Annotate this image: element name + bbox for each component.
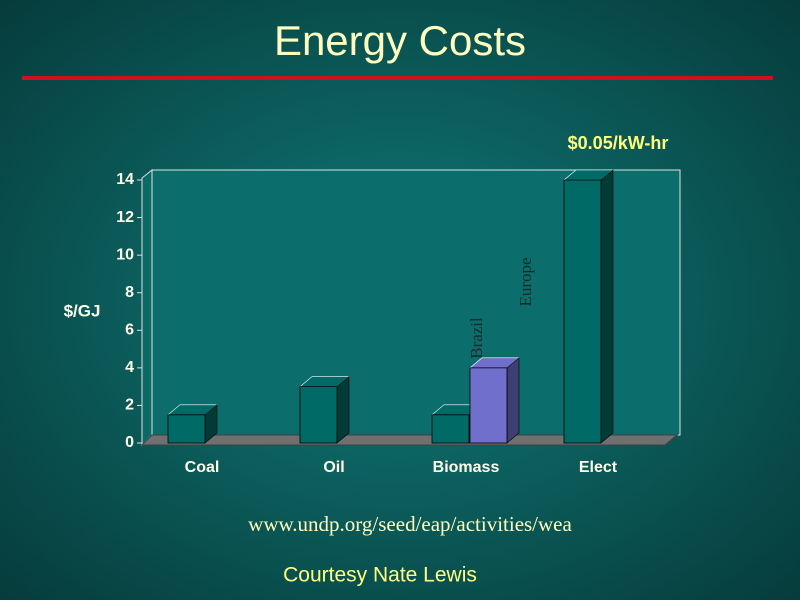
bar (431, 414, 470, 444)
y-tick-label: 0 (125, 434, 134, 451)
x-tick-label: Elect (579, 459, 618, 476)
slide-title: Energy Costs (274, 17, 526, 64)
y-tick-label: 14 (116, 171, 134, 188)
y-tick-label: 4 (125, 359, 134, 376)
y-tick-label: 2 (125, 397, 134, 414)
annotation: $0.05/kW-hr (568, 133, 669, 153)
side-wall (141, 168, 153, 447)
bar-side (506, 357, 520, 444)
bar (167, 414, 206, 444)
bar-side (600, 169, 614, 444)
x-tick-label: Coal (185, 459, 220, 476)
y-tick-label: 12 (116, 209, 134, 226)
floor (140, 434, 679, 446)
y-axis-label: $/GJ (64, 301, 101, 320)
annotation: Brazil (467, 317, 486, 359)
bar (563, 179, 602, 444)
credit: Courtesy Nate Lewis (283, 564, 477, 587)
bar-side (336, 376, 350, 444)
y-tick-label: 8 (125, 284, 134, 301)
bar (469, 367, 508, 444)
x-tick-label: Oil (323, 459, 344, 476)
annotation: Europe (516, 257, 535, 306)
source-url: www.undp.org/seed/eap/activities/wea (248, 512, 572, 536)
y-tick-label: 6 (125, 322, 134, 339)
y-tick-label: 10 (116, 246, 134, 263)
x-tick-label: Biomass (433, 459, 500, 476)
bar (299, 386, 338, 444)
